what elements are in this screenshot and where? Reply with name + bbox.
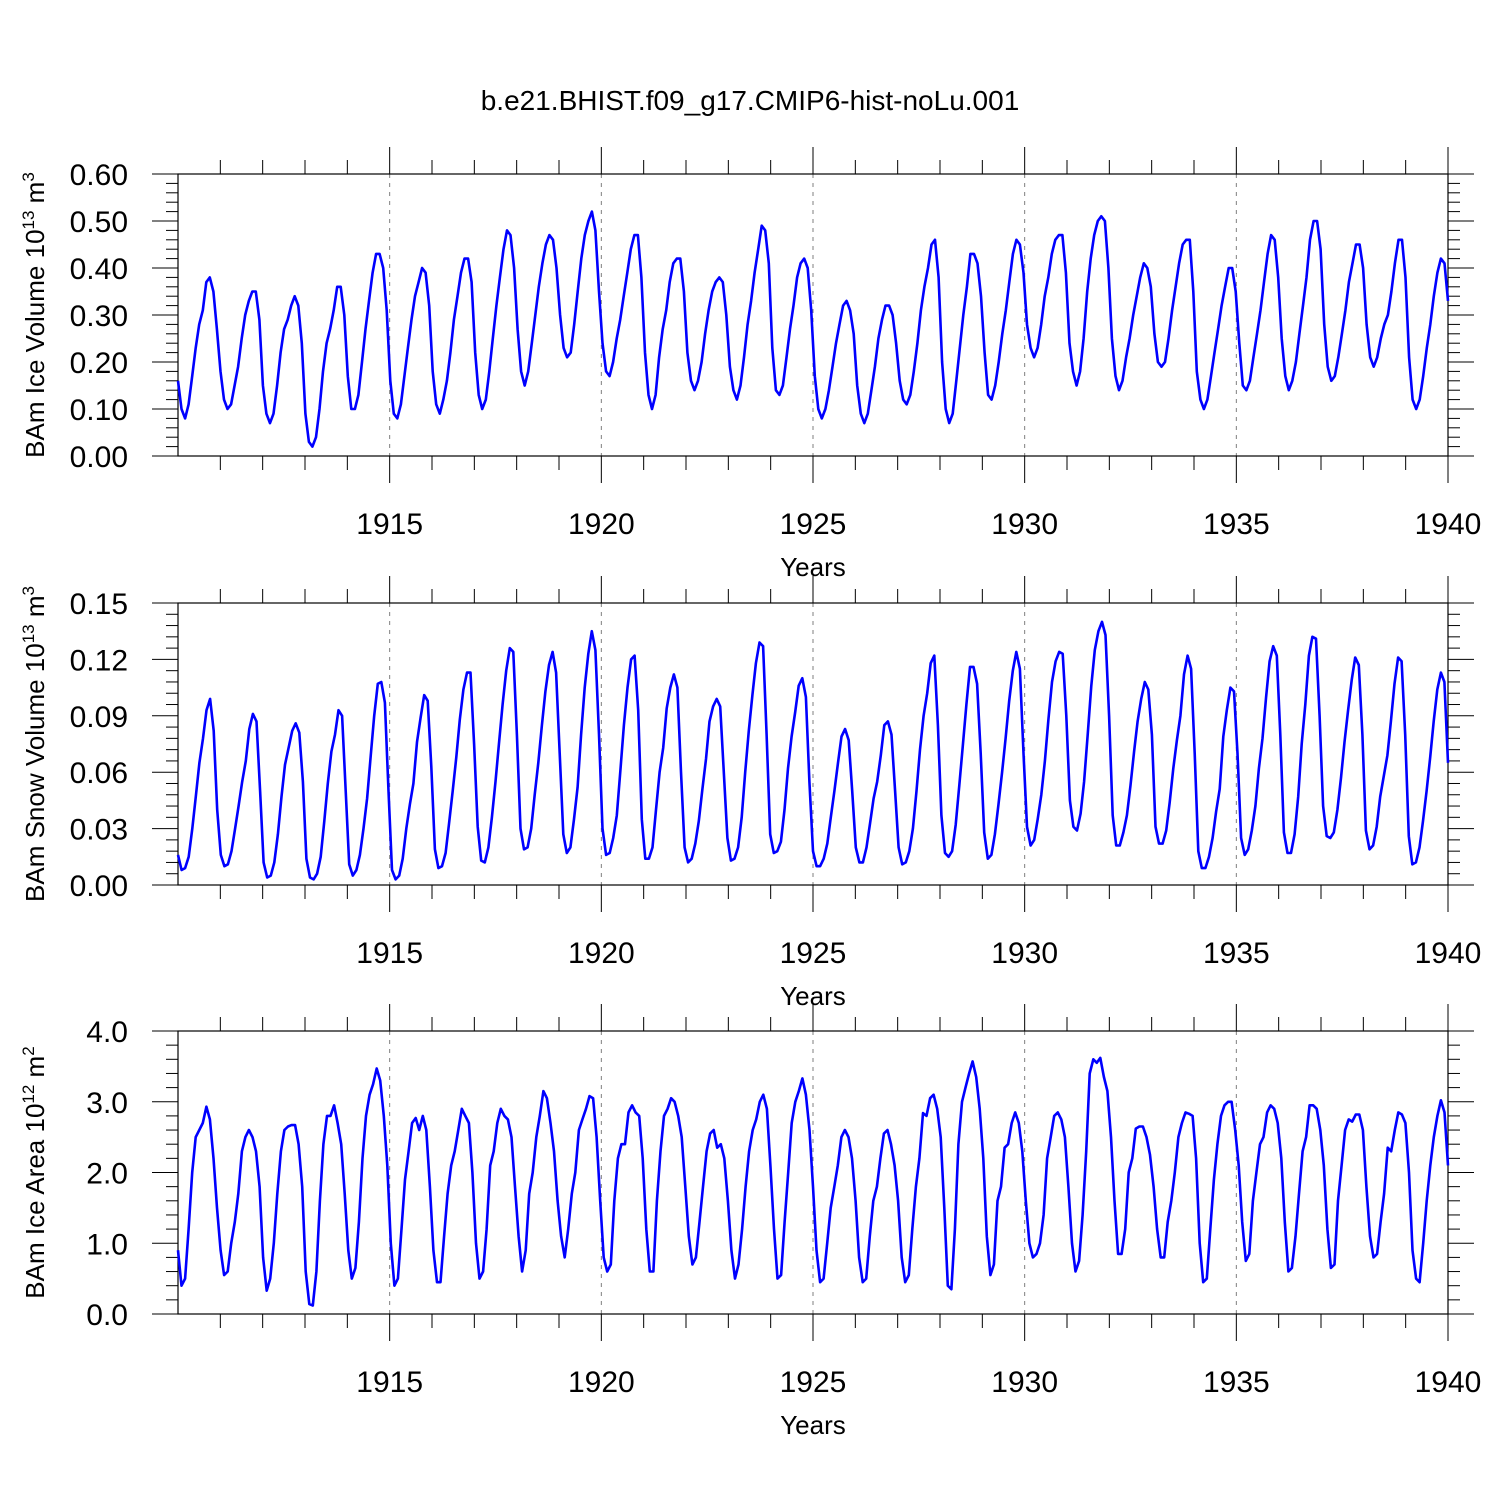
x-tick-label: 1925 xyxy=(780,937,847,970)
x-tick-label: 1925 xyxy=(780,508,847,541)
y-tick-label: 3.0 xyxy=(86,1087,128,1120)
y-axis-label-exponent: 12 xyxy=(19,1085,38,1104)
y-axis-label-unit: m xyxy=(20,595,50,624)
y-tick-label: 0.15 xyxy=(70,588,128,621)
y-tick-label: 0.00 xyxy=(70,441,128,474)
x-tick-label: 1930 xyxy=(991,508,1058,541)
x-tick-label: 1940 xyxy=(1415,1366,1482,1399)
y-axis-label-unit-exponent: 2 xyxy=(19,1046,38,1055)
y-tick-label: 1.0 xyxy=(86,1228,128,1261)
y-axis-label-text: BAm Snow Volume 10 xyxy=(20,643,50,902)
x-tick-label: 1915 xyxy=(356,508,423,541)
y-tick-label: 0.12 xyxy=(70,644,128,677)
y-axis-label: BAm Snow Volume 1013 m3 xyxy=(19,586,50,902)
x-tick-label: 1935 xyxy=(1203,1366,1270,1399)
y-axis-label-exponent: 13 xyxy=(19,624,38,643)
y-tick-label: 0.30 xyxy=(70,300,128,333)
figure-title: b.e21.BHIST.f09_g17.CMIP6-hist-noLu.001 xyxy=(481,85,1020,116)
y-axis-label-text: BAm Ice Area 10 xyxy=(20,1104,50,1299)
chart-panel-3: 0.0 1.0 2.0 3.0 4.0 1915 1920 1925 1930 1935 1940 Y… xyxy=(19,1004,1481,1440)
plot-frame xyxy=(177,173,1449,457)
series-line xyxy=(176,1056,1450,1307)
y-tick-label: 0.50 xyxy=(70,206,128,239)
y-tick-label: 2.0 xyxy=(86,1158,128,1191)
x-tick-label: 1915 xyxy=(356,1366,423,1399)
series-line xyxy=(176,620,1450,881)
y-axis-label-unit-exponent: 3 xyxy=(19,586,38,595)
x-tick-label: 1930 xyxy=(991,937,1058,970)
y-tick-label: 0.10 xyxy=(70,394,128,427)
x-tick-label: 1920 xyxy=(568,508,635,541)
y-tick-label: 0.03 xyxy=(70,814,128,847)
y-tick-label: 0.06 xyxy=(70,757,128,790)
y-tick-label: 4.0 xyxy=(86,1016,128,1049)
plot-frame xyxy=(177,1030,1449,1315)
y-axis-label: BAm Ice Volume 1013 m3 xyxy=(19,172,50,458)
x-tick-label: 1940 xyxy=(1415,508,1482,541)
y-tick-label: 0.00 xyxy=(70,870,128,903)
y-axis-label-unit: m xyxy=(20,1056,50,1085)
y-tick-label: 0.0 xyxy=(86,1299,128,1332)
x-axis-label: Years xyxy=(780,1410,846,1440)
y-axis-label-unit: m xyxy=(20,182,50,211)
chart-panel-2: 0.00 0.03 0.06 0.09 0.12 0.15 1915 1920 1925 1930… xyxy=(19,576,1481,1011)
y-tick-label: 0.09 xyxy=(70,701,128,734)
y-axis-label-text: BAm Ice Volume 10 xyxy=(20,229,50,457)
series-line xyxy=(176,210,1450,448)
y-tick-label: 0.60 xyxy=(70,159,128,192)
chart-panel-1: 0.00 0.10 0.20 0.30 0.40 0.50 0.60 1915 1920 1925… xyxy=(19,147,1481,582)
y-axis-label: BAm Ice Area 1012 m2 xyxy=(19,1046,50,1298)
chart-panels: 0.00 0.10 0.20 0.30 0.40 0.50 0.60 1915 1920 1925… xyxy=(19,147,1481,1440)
x-tick-label: 1935 xyxy=(1203,937,1270,970)
x-tick-label: 1915 xyxy=(356,937,423,970)
x-tick-label: 1925 xyxy=(780,1366,847,1399)
x-tick-label: 1935 xyxy=(1203,508,1270,541)
y-tick-label: 0.40 xyxy=(70,253,128,286)
y-axis-label-exponent: 13 xyxy=(19,211,38,230)
x-tick-label: 1940 xyxy=(1415,937,1482,970)
y-tick-label: 0.20 xyxy=(70,347,128,380)
x-tick-label: 1920 xyxy=(568,1366,635,1399)
x-tick-label: 1920 xyxy=(568,937,635,970)
x-tick-label: 1930 xyxy=(991,1366,1058,1399)
y-axis-label-unit-exponent: 3 xyxy=(19,172,38,181)
